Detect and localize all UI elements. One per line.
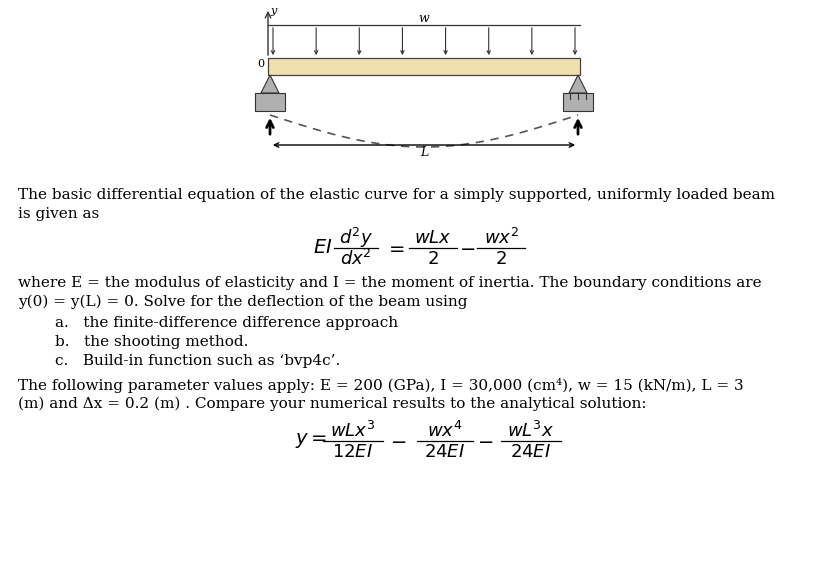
Text: $wL^3x$: $wL^3x$ [507,421,555,441]
Text: is given as: is given as [18,207,99,221]
Text: $=$: $=$ [385,239,405,257]
Text: $y=$: $y=$ [295,431,327,450]
Text: $wLx^3$: $wLx^3$ [331,421,375,441]
Text: $-$: $-$ [477,432,493,450]
Text: c.   Build-in function such as ‘bvp4c’.: c. Build-in function such as ‘bvp4c’. [55,354,340,368]
Text: $2$: $2$ [427,250,439,268]
Bar [268,58,580,75]
Text: $-$: $-$ [390,432,406,450]
Text: $-$: $-$ [459,239,476,257]
Polygon shape [261,75,279,93]
Text: where E = the modulus of elasticity and I = the moment of inertia. The boundary : where E = the modulus of elasticity and … [18,276,762,290]
Text: The basic differential equation of the elastic curve for a simply supported, uni: The basic differential equation of the e… [18,188,775,202]
Text: $24EI$: $24EI$ [510,443,552,461]
Text: y(0) = y(L) = 0. Solve for the deflection of the beam using: y(0) = y(L) = 0. Solve for the deflectio… [18,295,467,309]
Text: a.   the finite-difference difference approach: a. the finite-difference difference appr… [55,316,398,330]
Text: y: y [270,6,276,16]
Text: b.   the shooting method.: b. the shooting method. [55,335,248,349]
Text: $wx^2$: $wx^2$ [484,228,519,248]
Polygon shape [569,75,587,93]
Text: L: L [420,146,428,159]
Bar [563,93,593,111]
Text: $2$: $2$ [495,250,507,268]
Bar [255,93,285,111]
Text: x: x [325,61,332,71]
Text: $wLx$: $wLx$ [414,229,452,247]
Text: 0: 0 [257,59,264,69]
Text: $d^2y$: $d^2y$ [339,226,373,250]
Text: w: w [418,12,429,25]
Text: $24EI$: $24EI$ [424,443,466,461]
Text: (m) and Δx = 0.2 (m) . Compare your numerical results to the analytical solution: (m) and Δx = 0.2 (m) . Compare your nume… [18,397,647,411]
Text: $wx^4$: $wx^4$ [428,421,463,441]
Text: The following parameter values apply: E = 200 (GPa), I = 30,000 (cm⁴), w = 15 (k: The following parameter values apply: E … [18,378,743,393]
Text: $EI$: $EI$ [313,239,332,257]
Text: $dx^2$: $dx^2$ [340,249,372,269]
Text: $12EI$: $12EI$ [332,443,374,461]
